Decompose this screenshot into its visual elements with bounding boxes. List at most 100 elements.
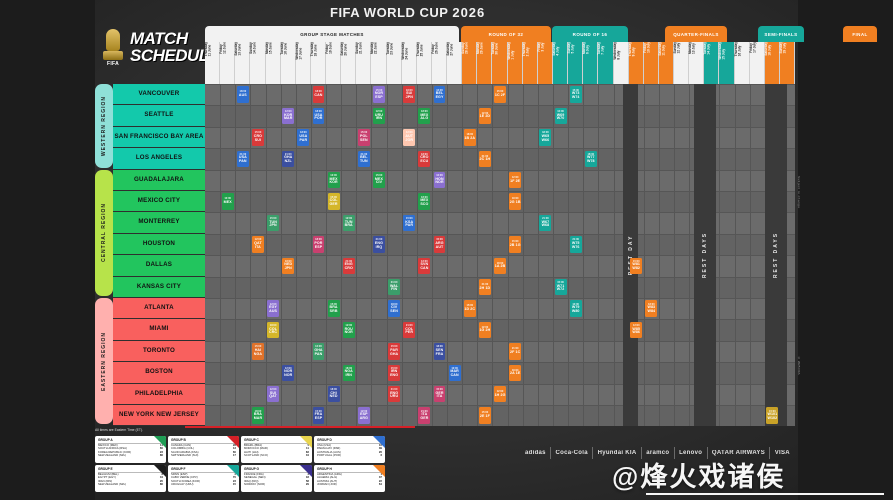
match-chip[interactable]: 21:00 COL PER xyxy=(403,321,416,339)
match-chip[interactable]: 15:00 CRO SUI xyxy=(251,129,264,146)
match-chip[interactable]: 18:00 NED JPN xyxy=(282,257,295,274)
date-header-cell[interactable]: Wednesday 1 July xyxy=(507,42,523,84)
date-header-cell[interactable]: Thursday 11 June xyxy=(204,42,221,84)
match-chip[interactable]: 21:00 BEL TUN xyxy=(357,150,370,167)
match-chip[interactable]: 12:00 KOR MAR xyxy=(282,107,295,125)
date-header-cell[interactable]: Tuesday 7 July xyxy=(597,42,614,84)
match-chip[interactable]: 12:00 1F 2E xyxy=(509,172,522,189)
match-chip[interactable]: 21:00 ENG URU xyxy=(388,386,401,403)
match-chip[interactable]: 15:00 PAR GHA xyxy=(388,343,401,360)
date-header-cell[interactable]: Tuesday 14 July xyxy=(703,42,720,84)
match-chip[interactable]: 12:00 ROU NOR xyxy=(342,321,355,339)
date-header-cell[interactable]: Saturday 11 July xyxy=(658,42,675,84)
match-chip[interactable]: 15:00 MEX CIV xyxy=(373,172,385,189)
match-chip[interactable]: 12:00 1E 2D xyxy=(478,107,491,125)
match-chip[interactable]: 21:00 2H 1D xyxy=(478,279,491,296)
match-chip[interactable]: 18:00 2G 1B xyxy=(509,193,522,210)
match-chip[interactable]: 15:00 1D 2C xyxy=(463,300,476,317)
match-chip[interactable]: 18:00 USA POR xyxy=(312,107,325,125)
date-header-cell[interactable]: Saturday 27 June xyxy=(446,42,463,84)
group-box-1[interactable]: GROUP B CANADA (CAN) 28 COLOMBIA (COL) 13 SAU… xyxy=(168,436,239,463)
match-chip[interactable]: 18:00 MEX SCO xyxy=(418,193,431,210)
match-chip[interactable]: 12:00 1G 2H xyxy=(478,321,491,339)
date-header-cell[interactable]: Thursday 25 June xyxy=(416,42,432,84)
match-chip[interactable]: 21:00 USA PAN xyxy=(236,150,249,167)
match-chip[interactable]: 18:00 NGA IRN xyxy=(342,364,355,381)
match-chip[interactable]: 18:00 W83 W84 xyxy=(645,300,658,317)
match-chip[interactable]: 21:00 2F 1C xyxy=(509,343,522,360)
match-chip[interactable]: 18:00 CHI NED xyxy=(327,386,340,403)
city-row-label[interactable]: BOSTON xyxy=(113,362,205,384)
date-header-cell[interactable]: Wednesday 8 July xyxy=(613,42,629,84)
city-row-label[interactable]: HOUSTON xyxy=(113,233,205,256)
match-chip[interactable]: 18:00 2A 1E xyxy=(509,364,522,381)
date-header-cell[interactable]: Wednesday 15 July xyxy=(718,42,735,84)
date-header-cell[interactable]: Friday 3 July xyxy=(537,42,553,84)
date-header-cell[interactable]: Monday 15 June xyxy=(265,42,281,84)
match-chip[interactable]: 18:00 W65 W66 xyxy=(539,129,552,146)
match-chip[interactable]: 12:00 BEL EGY xyxy=(433,86,446,103)
city-row-label[interactable]: TORONTO xyxy=(113,340,205,363)
date-header-cell[interactable]: Sunday 14 June xyxy=(249,42,266,84)
match-chip[interactable]: 21:00 WAL FIN xyxy=(388,279,401,296)
match-chip[interactable]: 21:00 2C 1H xyxy=(478,150,491,167)
match-chip[interactable]: 18:00 W77 W78 xyxy=(584,150,597,167)
match-chip[interactable]: 12:00 1H 2G xyxy=(494,386,506,403)
date-header-cell[interactable]: Monday 6 July xyxy=(582,42,599,84)
match-chip[interactable]: 12:00 W85 W86 xyxy=(630,321,643,339)
date-header-cell[interactable]: Saturday 20 June xyxy=(340,42,357,84)
match-chip[interactable]: 15:00 1C 2F xyxy=(494,86,506,103)
city-row-label[interactable]: KANSAS CITY xyxy=(113,276,205,298)
city-row-label[interactable]: DALLAS xyxy=(113,255,205,277)
group-box-4[interactable]: GROUP E BELGIUM (BEL) 8 EGYPT (EGY) 34 IRAN (… xyxy=(95,465,166,492)
match-chip[interactable]: 12:00 MAR CAN xyxy=(448,364,461,381)
city-row-label[interactable]: MEXICO CITY xyxy=(113,191,205,213)
date-header-cell[interactable]: Sunday 12 July xyxy=(673,42,690,84)
match-chip[interactable]: 12:00 GHA PAN xyxy=(312,343,325,360)
match-chip[interactable]: 12:00 QAT ITA xyxy=(251,236,264,253)
city-row-label[interactable]: SEATTLE xyxy=(113,105,205,127)
date-header-cell[interactable]: Friday 26 June xyxy=(431,42,448,84)
match-chip[interactable]: 18:00 COL CRC xyxy=(267,321,280,339)
date-header-cell[interactable]: Saturday 18 July xyxy=(764,42,780,84)
date-header-cell[interactable]: Monday 22 June xyxy=(370,42,387,84)
match-chip[interactable]: 21:00 W75 W76 xyxy=(569,236,582,253)
match-chip[interactable]: 12:00 URU IRN xyxy=(373,107,385,125)
match-chip[interactable]: 18:00 CIV SEN xyxy=(388,300,401,317)
match-chip[interactable]: 12:00 W79 W80 xyxy=(569,300,582,317)
match-chip[interactable]: 12:00 MEX xyxy=(221,193,234,210)
match-chip[interactable]: 18:00 AUS xyxy=(236,86,249,103)
date-header-cell[interactable]: Tuesday 16 June xyxy=(280,42,296,84)
match-chip[interactable]: 15:00 NOR ESP xyxy=(373,86,385,103)
match-chip[interactable]: 21:00 ITA GER xyxy=(418,407,431,424)
group-box-0[interactable]: GROUP A MEXICO (MEX) 14 SOUTH AFRICA (RSA) 6… xyxy=(95,436,166,463)
match-chip[interactable]: 12:00 SUI QAT xyxy=(267,386,280,403)
date-header-cell[interactable]: Saturday 13 June xyxy=(234,42,251,84)
match-chip[interactable]: 15:00 W71 W72 xyxy=(554,279,567,296)
date-header-cell[interactable]: Sunday 21 June xyxy=(355,42,372,84)
match-chip[interactable]: 18:00 CRO ECU xyxy=(418,150,431,167)
match-chip[interactable]: 18:00 CAN xyxy=(312,86,325,103)
match-chip[interactable]: 12:00 EGY AUS xyxy=(267,300,280,317)
city-row-label[interactable]: MIAMI xyxy=(113,319,205,341)
match-chip[interactable]: 15:00 IRN ENG xyxy=(388,364,401,381)
date-header-cell[interactable]: Sunday 28 June xyxy=(461,42,478,84)
match-chip[interactable]: 15:00 COL GER xyxy=(327,193,340,210)
date-header-cell[interactable]: Thursday 16 July xyxy=(734,42,750,84)
match-chip[interactable]: 18:00 MEX ALG xyxy=(418,107,431,125)
match-chip[interactable]: 12:00 AUT JOR xyxy=(403,129,416,146)
city-row-label[interactable]: ATLANTA xyxy=(113,298,205,320)
match-chip[interactable]: 12:00 TUN BRA xyxy=(342,214,355,232)
date-header-cell[interactable]: Wednesday 17 June xyxy=(295,42,311,84)
city-row-label[interactable]: MONTERREY xyxy=(113,212,205,234)
match-chip[interactable]: 18:00 SEN FRA xyxy=(433,343,446,360)
city-row-label[interactable]: GUADALAJARA xyxy=(113,169,205,191)
match-chip[interactable]: 15:00 ARG AUT xyxy=(433,236,446,253)
date-header-cell[interactable]: Tuesday 23 June xyxy=(386,42,402,84)
match-chip[interactable]: 12:00 W69 W70 xyxy=(554,107,567,125)
match-chip[interactable]: 15:00 HAI NGA xyxy=(251,343,264,360)
date-header-cell[interactable]: Saturday 4 July xyxy=(552,42,569,84)
date-header-cell[interactable]: Friday 17 July xyxy=(749,42,765,84)
match-chip[interactable]: 15:00 2B 1G xyxy=(509,236,522,253)
date-header-cell[interactable]: Sunday 19 July xyxy=(779,42,796,84)
